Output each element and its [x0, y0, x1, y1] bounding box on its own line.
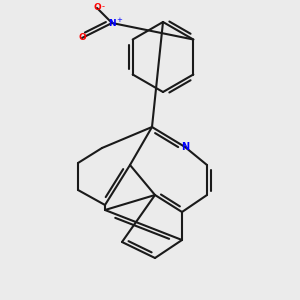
Text: N: N — [108, 19, 116, 28]
Text: O: O — [93, 4, 101, 13]
Text: -: - — [101, 2, 104, 11]
Text: O: O — [78, 34, 86, 43]
Text: N: N — [181, 142, 189, 152]
Text: +: + — [117, 17, 122, 23]
